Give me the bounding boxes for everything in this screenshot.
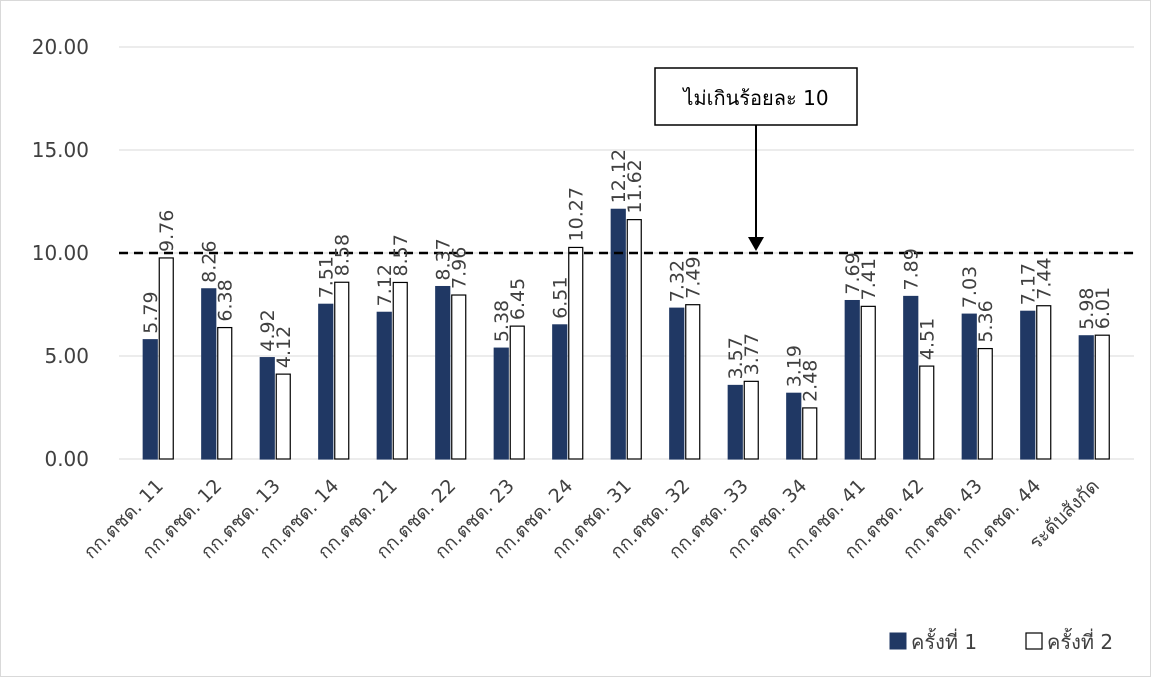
data-label: 8.37 — [433, 238, 455, 280]
data-labels: 5.79 9.76 8.266.38 4.924.12 7.518.58 7.128.57… — [140, 149, 1114, 402]
bar-series-1 — [435, 285, 451, 460]
data-label: 7.12 — [374, 264, 396, 306]
annotation-box — [654, 67, 858, 126]
bar-series-2 — [685, 304, 701, 460]
data-label: 3.77 — [741, 333, 763, 375]
annotation-arrow-head — [748, 237, 764, 251]
bar-series-2 — [919, 365, 935, 460]
bar-series-1 — [844, 299, 860, 460]
data-label: 7.69 — [842, 252, 864, 294]
data-label: 12.12 — [608, 149, 630, 203]
data-label: 7.96 — [449, 247, 471, 289]
bar-series-1 — [552, 324, 568, 460]
data-label: 6.38 — [215, 279, 237, 321]
bar-series-1 — [903, 295, 919, 460]
legend: ครั้งที่ 1 ครั้งที่ 2 — [889, 628, 1113, 654]
data-label: 7.03 — [959, 266, 981, 308]
data-label: 4.92 — [257, 309, 279, 351]
legend-swatch-series-2 — [1025, 632, 1043, 650]
bar-series-1 — [201, 288, 217, 460]
bar-series-2 — [158, 257, 174, 460]
legend-label-series-2: ครั้งที่ 2 — [1047, 628, 1113, 654]
data-label: 11.62 — [624, 159, 646, 213]
bar-series-1 — [318, 303, 334, 460]
bar-series-1 — [376, 311, 392, 460]
bars — [142, 208, 1110, 460]
annotation-text: ไม่เกินร้อยละ 10 — [681, 86, 828, 110]
data-label: 5.98 — [1076, 287, 1098, 329]
bar-series-2 — [451, 294, 467, 460]
data-label: 2.48 — [800, 360, 822, 402]
y-tick-label: 0.00 — [44, 447, 89, 471]
data-label: 5.79 — [140, 291, 162, 333]
data-label: 7.17 — [1018, 263, 1040, 305]
data-label: 10.27 — [566, 187, 588, 241]
bar-series-1 — [786, 392, 802, 460]
data-label: 3.57 — [725, 337, 747, 379]
data-label: 4.12 — [273, 326, 295, 368]
bar-series-2 — [743, 380, 759, 460]
data-label: 6.45 — [507, 278, 529, 320]
legend-swatch-series-1 — [889, 632, 907, 650]
data-label: 8.57 — [390, 234, 412, 276]
data-label: 7.51 — [316, 256, 338, 298]
data-label: 7.89 — [901, 248, 923, 290]
bar-series-1 — [669, 307, 685, 460]
bar-series-2 — [509, 325, 525, 460]
data-label: 4.51 — [917, 318, 939, 360]
bar-series-2 — [568, 246, 584, 460]
bar-series-1 — [1020, 310, 1036, 460]
bar-series-1 — [961, 313, 977, 460]
data-label: 8.58 — [332, 234, 354, 276]
y-tick-label: 5.00 — [44, 344, 89, 368]
y-tick-label: 10.00 — [32, 241, 89, 265]
data-label: 5.38 — [491, 300, 513, 342]
bar-series-2 — [334, 281, 350, 460]
data-label: 7.49 — [683, 256, 705, 298]
data-label: 6.51 — [550, 277, 572, 319]
bar-series-1 — [610, 208, 626, 460]
data-label: 6.01 — [1092, 287, 1114, 329]
data-label: 7.44 — [1034, 257, 1056, 299]
bar-series-2 — [1094, 334, 1110, 460]
data-label: 7.41 — [858, 258, 880, 300]
data-label: 7.32 — [667, 260, 689, 302]
bar-series-2 — [626, 219, 642, 460]
bar-series-1 — [727, 384, 743, 460]
bar-series-1 — [259, 357, 275, 460]
legend-label-series-1: ครั้งที่ 1 — [911, 628, 977, 654]
bar-series-2 — [217, 326, 233, 460]
bar-series-2 — [275, 373, 291, 460]
annotation-group: ไม่เกินร้อยละ 10 — [654, 67, 858, 251]
y-tick-label: 20.00 — [32, 35, 89, 59]
bar-series-2 — [1036, 305, 1052, 460]
data-label: 5.36 — [975, 300, 997, 342]
bar-series-2 — [802, 407, 818, 460]
bar-series-1 — [493, 347, 509, 460]
bar-series-2 — [977, 347, 993, 460]
bar-series-1 — [1078, 335, 1094, 460]
y-tick-label: 15.00 — [32, 138, 89, 162]
data-label: 8.26 — [199, 241, 221, 283]
bar-series-1 — [142, 339, 158, 460]
data-label: 3.19 — [784, 345, 806, 387]
bar-series-2 — [392, 281, 408, 460]
data-label: 9.76 — [156, 210, 178, 252]
bar-series-2 — [860, 305, 876, 460]
y-axis-ticks: 0.00 5.00 10.00 15.00 20.00 — [32, 35, 89, 471]
